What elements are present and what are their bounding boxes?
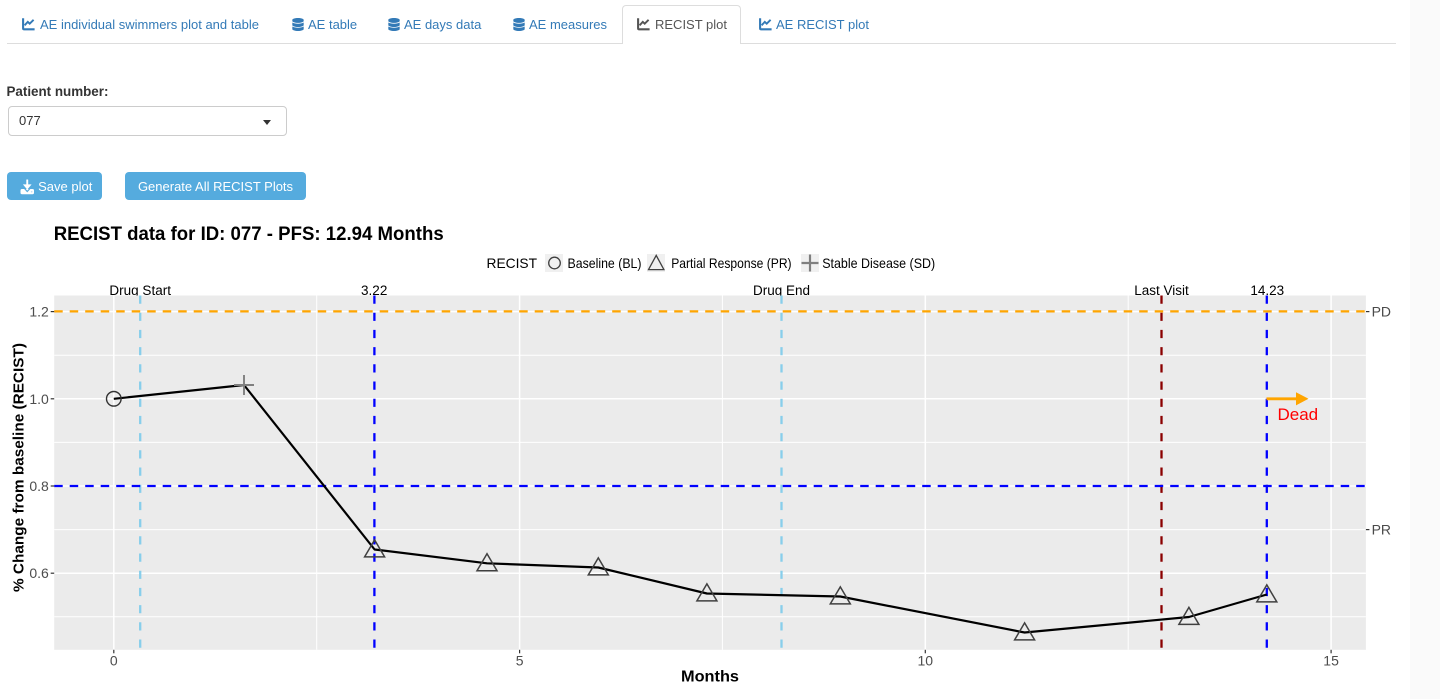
svg-text:PR: PR <box>1372 522 1391 538</box>
svg-text:Baseline (BL): Baseline (BL) <box>568 255 642 271</box>
svg-text:Last Visit: Last Visit <box>1134 283 1189 298</box>
svg-text:0.6: 0.6 <box>29 565 49 581</box>
svg-text:Drug Start: Drug Start <box>109 283 171 298</box>
svg-text:Months: Months <box>681 669 739 686</box>
svg-text:RECIST data for ID: 077 - PFS:: RECIST data for ID: 077 - PFS: 12.94 Mon… <box>54 223 444 245</box>
svg-text:0.8: 0.8 <box>29 478 49 494</box>
svg-text:RECIST: RECIST <box>487 255 538 271</box>
svg-text:10: 10 <box>918 653 934 669</box>
svg-text:15: 15 <box>1323 653 1339 669</box>
svg-text:14.23: 14.23 <box>1250 283 1284 298</box>
svg-text:Stable Disease (SD): Stable Disease (SD) <box>822 255 935 271</box>
svg-text:Drug End: Drug End <box>753 283 810 298</box>
svg-text:Partial Response (PR): Partial Response (PR) <box>671 255 791 271</box>
svg-text:3.22: 3.22 <box>361 283 387 298</box>
svg-text:0: 0 <box>110 653 118 669</box>
svg-text:1.0: 1.0 <box>29 391 49 407</box>
svg-text:Dead: Dead <box>1278 405 1319 424</box>
svg-text:% Change from baseline (RECIST: % Change from baseline (RECIST) <box>11 343 28 592</box>
svg-text:1.2: 1.2 <box>29 304 49 320</box>
svg-text:PD: PD <box>1372 304 1391 320</box>
svg-text:5: 5 <box>516 653 524 669</box>
